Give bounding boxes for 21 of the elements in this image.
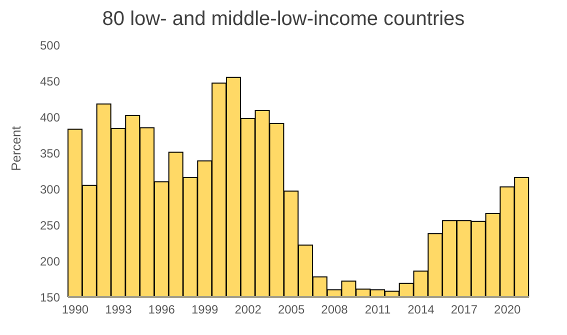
y-tick-label: 250 (40, 218, 60, 232)
y-tick-label: 500 (40, 38, 60, 52)
x-tick-label: 2008 (321, 302, 348, 317)
x-tick-label: 2005 (278, 302, 305, 317)
x-tick-label: 1990 (62, 302, 89, 317)
y-tick-label: 200 (40, 254, 60, 268)
x-tick-label: 1996 (148, 302, 176, 317)
y-tick-label: 350 (40, 146, 60, 160)
x-tick-label: 1993 (105, 302, 132, 317)
x-tick-label: 2011 (364, 302, 391, 317)
y-tick-label: 400 (40, 110, 60, 124)
x-tick-label: 2017 (450, 302, 478, 317)
x-tick-label: 2014 (408, 302, 435, 317)
y-tick-label: 150 (40, 290, 60, 304)
chart-title: 80 low- and middle-low-income countries (101, 8, 466, 31)
y-tick-label: 450 (40, 74, 60, 88)
y-axis-title: Percent (8, 126, 24, 171)
x-tick-label: 1999 (192, 302, 219, 317)
x-tick-label: 2002 (234, 302, 262, 317)
x-tick-label: 2020 (494, 302, 522, 317)
y-tick-label: 300 (40, 182, 60, 196)
